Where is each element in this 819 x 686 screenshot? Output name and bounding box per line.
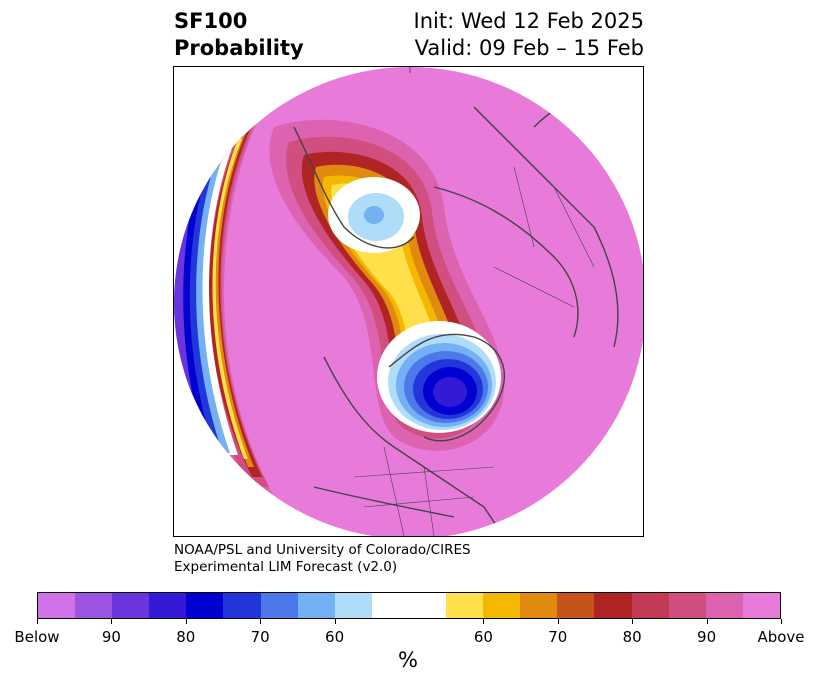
colorbar <box>37 592 781 619</box>
colorbar-tick-mark <box>483 619 485 624</box>
colorbar-tick-label: 80 <box>176 628 196 646</box>
colorbar-segment <box>483 593 521 618</box>
colorbar-tick-label: 80 <box>622 628 642 646</box>
probability-map <box>173 66 644 537</box>
colorbar-tick-mark <box>706 619 708 624</box>
colorbar-segment <box>334 593 372 618</box>
map-title: SF100 Probability <box>174 8 304 62</box>
credit: NOAA/PSL and University of Colorado/CIRE… <box>174 542 471 576</box>
colorbar-segment <box>705 593 743 618</box>
colorbar-segment <box>297 593 335 618</box>
title-subtitle: Probability <box>174 36 304 60</box>
colorbar-segment <box>371 593 447 618</box>
colorbar-tick-label: 60 <box>473 628 493 646</box>
valid-range: Valid: 09 Feb – 15 Feb <box>414 36 644 60</box>
init-date: Init: Wed 12 Feb 2025 <box>413 9 644 33</box>
colorbar-tick-mark <box>260 619 262 624</box>
colorbar-segment <box>75 593 113 618</box>
colorbar-segment <box>557 593 595 618</box>
colorbar-segment <box>446 593 484 618</box>
colorbar-segment <box>594 593 632 618</box>
colorbar-tick-mark <box>37 619 38 624</box>
colorbar-segment <box>186 593 224 618</box>
colorbar-segment <box>631 593 669 618</box>
colorbar-tick-mark <box>557 619 559 624</box>
credit-line2: Experimental LIM Forecast (v2.0) <box>174 559 398 575</box>
arctic-anomaly <box>269 119 504 451</box>
colorbar-tick-label: 60 <box>325 628 345 646</box>
colorbar-tick-label: 70 <box>548 628 568 646</box>
colorbar-segment <box>38 593 76 618</box>
colorbar-tick-mark <box>632 619 634 624</box>
colorbar-unit: % <box>398 648 418 672</box>
colorbar-tick-mark <box>111 619 113 624</box>
colorbar-tick-label: 90 <box>101 628 121 646</box>
borders <box>353 166 595 536</box>
map-svg <box>174 67 643 536</box>
colorbar-tick-label: Below <box>14 628 60 646</box>
colorbar-tick-label: Above <box>757 628 805 646</box>
colorbar-segment <box>223 593 261 618</box>
colorbar-segment <box>520 593 558 618</box>
colorbar-segment <box>260 593 298 618</box>
colorbar-segment <box>112 593 150 618</box>
credit-line1: NOAA/PSL and University of Colorado/CIRE… <box>174 542 471 558</box>
colorbar-tick-label: 90 <box>697 628 717 646</box>
colorbar-tick-mark <box>185 619 187 624</box>
colorbar-tick-label: 70 <box>250 628 270 646</box>
colorbar-tick-mark <box>334 619 336 624</box>
colorbar-tick-mark <box>781 619 782 624</box>
colorbar-segment <box>149 593 187 618</box>
colorbar-segment <box>742 593 780 618</box>
title-variable: SF100 <box>174 9 248 33</box>
colorbar-segment <box>668 593 706 618</box>
forecast-dates: Init: Wed 12 Feb 2025 Valid: 09 Feb – 15… <box>414 8 644 62</box>
